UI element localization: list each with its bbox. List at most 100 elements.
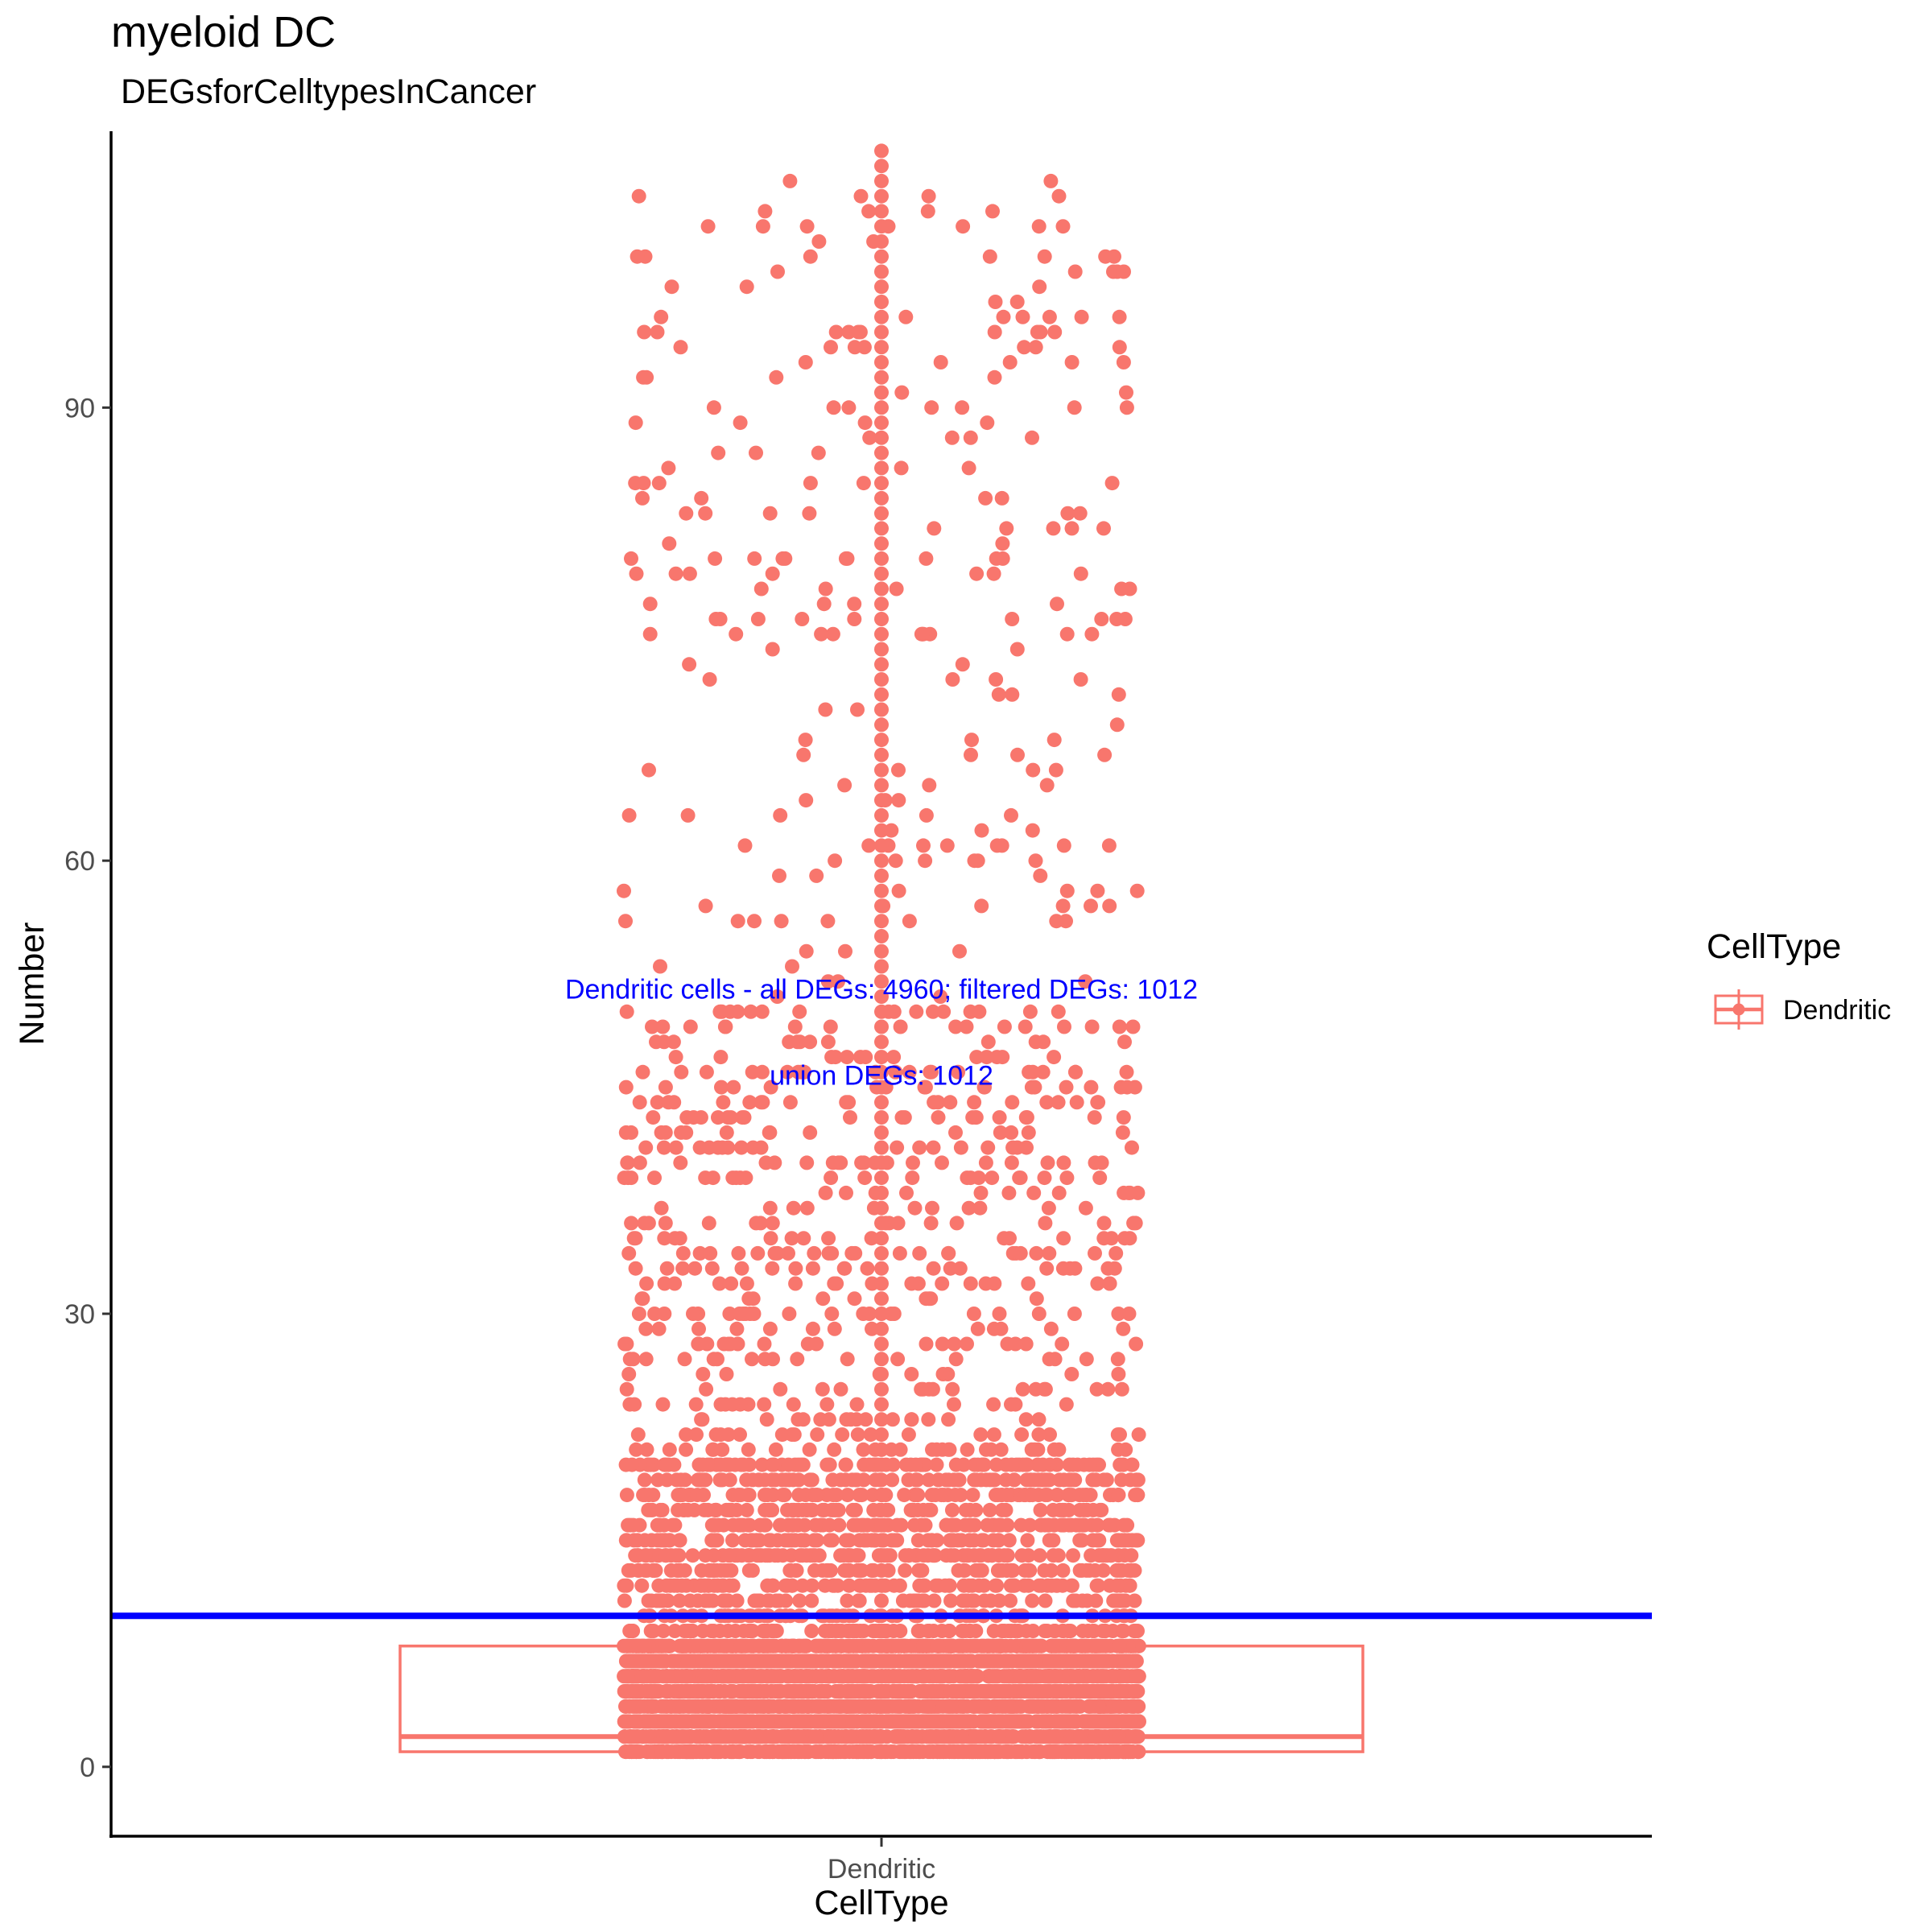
data-point [692, 1245, 708, 1261]
data-point [1013, 1699, 1029, 1714]
data-point [621, 1367, 637, 1381]
data-point [989, 551, 1004, 566]
data-point [1056, 1155, 1071, 1170]
data-point [909, 1004, 924, 1019]
data-point [828, 324, 844, 340]
data-point [926, 1744, 940, 1760]
data-point [945, 672, 960, 687]
data-point [647, 1170, 662, 1186]
data-point [983, 1744, 998, 1760]
data-point [824, 340, 838, 355]
data-point [719, 1638, 734, 1653]
data-point [1054, 1517, 1069, 1533]
data-point [654, 1125, 669, 1140]
data-point [942, 1624, 957, 1638]
data-point [727, 1653, 742, 1669]
data-point [1033, 868, 1048, 883]
data-point [1112, 1019, 1127, 1034]
data-point [919, 807, 934, 823]
data-point [856, 476, 871, 491]
data-point [626, 1533, 642, 1548]
data-point [828, 853, 843, 869]
data-point [691, 1472, 705, 1488]
data-point [1043, 173, 1059, 188]
data-point [956, 219, 971, 234]
data-point [1022, 1563, 1038, 1578]
data-point [624, 1125, 638, 1140]
data-point [737, 838, 753, 853]
data-point [1032, 279, 1047, 295]
data-point [739, 1472, 754, 1488]
data-point [768, 1442, 783, 1457]
data-point [697, 1502, 712, 1517]
data-point [956, 1638, 971, 1653]
data-point [943, 1095, 958, 1110]
data-point [891, 762, 906, 778]
data-point [825, 1472, 840, 1488]
data-point [786, 1200, 801, 1216]
data-point [1019, 1110, 1034, 1125]
data-point [657, 1231, 672, 1246]
data-point [847, 612, 862, 626]
data-point [861, 838, 877, 853]
data-point [893, 1624, 908, 1638]
data-point [805, 1321, 820, 1336]
data-point [1121, 1185, 1136, 1200]
data-point [1090, 1517, 1105, 1533]
data-point [974, 823, 989, 838]
data-point [850, 702, 865, 717]
data-point [1072, 506, 1088, 521]
data-point [1099, 1472, 1114, 1488]
data-point [667, 1231, 683, 1246]
data-point [874, 1517, 889, 1533]
data-point [919, 1336, 934, 1352]
data-point [698, 1699, 713, 1714]
data-point [733, 1457, 749, 1472]
data-point [1127, 1080, 1142, 1095]
data-point [857, 1170, 873, 1186]
data-point [624, 1669, 639, 1684]
data-point [1112, 309, 1127, 324]
data-point [811, 1548, 827, 1563]
data-point [672, 1533, 687, 1548]
data-point [1046, 733, 1062, 748]
data-point [927, 521, 942, 536]
data-point [1002, 1231, 1017, 1246]
data-point [902, 1653, 918, 1669]
data-point [660, 1714, 675, 1729]
data-point [643, 1624, 658, 1638]
data-point [716, 1669, 732, 1684]
data-point [646, 1488, 661, 1503]
data-point [989, 1684, 1005, 1699]
data-point [1055, 1563, 1071, 1578]
data-point [1014, 1427, 1030, 1443]
data-point [1080, 1593, 1095, 1608]
data-point [713, 1050, 729, 1065]
data-point [687, 1699, 703, 1714]
data-point [890, 1140, 905, 1155]
data-point [918, 1517, 933, 1533]
data-point [807, 1245, 822, 1261]
data-point [874, 1653, 889, 1669]
data-point [964, 733, 979, 748]
data-point [1096, 521, 1111, 536]
data-point [944, 1714, 960, 1729]
data-point [624, 1216, 639, 1231]
data-point [920, 1699, 935, 1714]
data-point [898, 1457, 914, 1472]
data-point [1066, 1593, 1081, 1608]
data-point [750, 1245, 766, 1261]
data-point [691, 1321, 706, 1336]
data-point [662, 536, 677, 551]
data-point [737, 1714, 752, 1729]
data-point [762, 1125, 778, 1140]
data-point [657, 1276, 672, 1291]
data-point [935, 1276, 950, 1291]
data-point [662, 1533, 677, 1548]
data-point [1057, 1019, 1071, 1034]
data-point [1028, 340, 1043, 355]
data-point [1109, 717, 1125, 733]
data-point [712, 1624, 728, 1638]
data-point [679, 1427, 694, 1443]
